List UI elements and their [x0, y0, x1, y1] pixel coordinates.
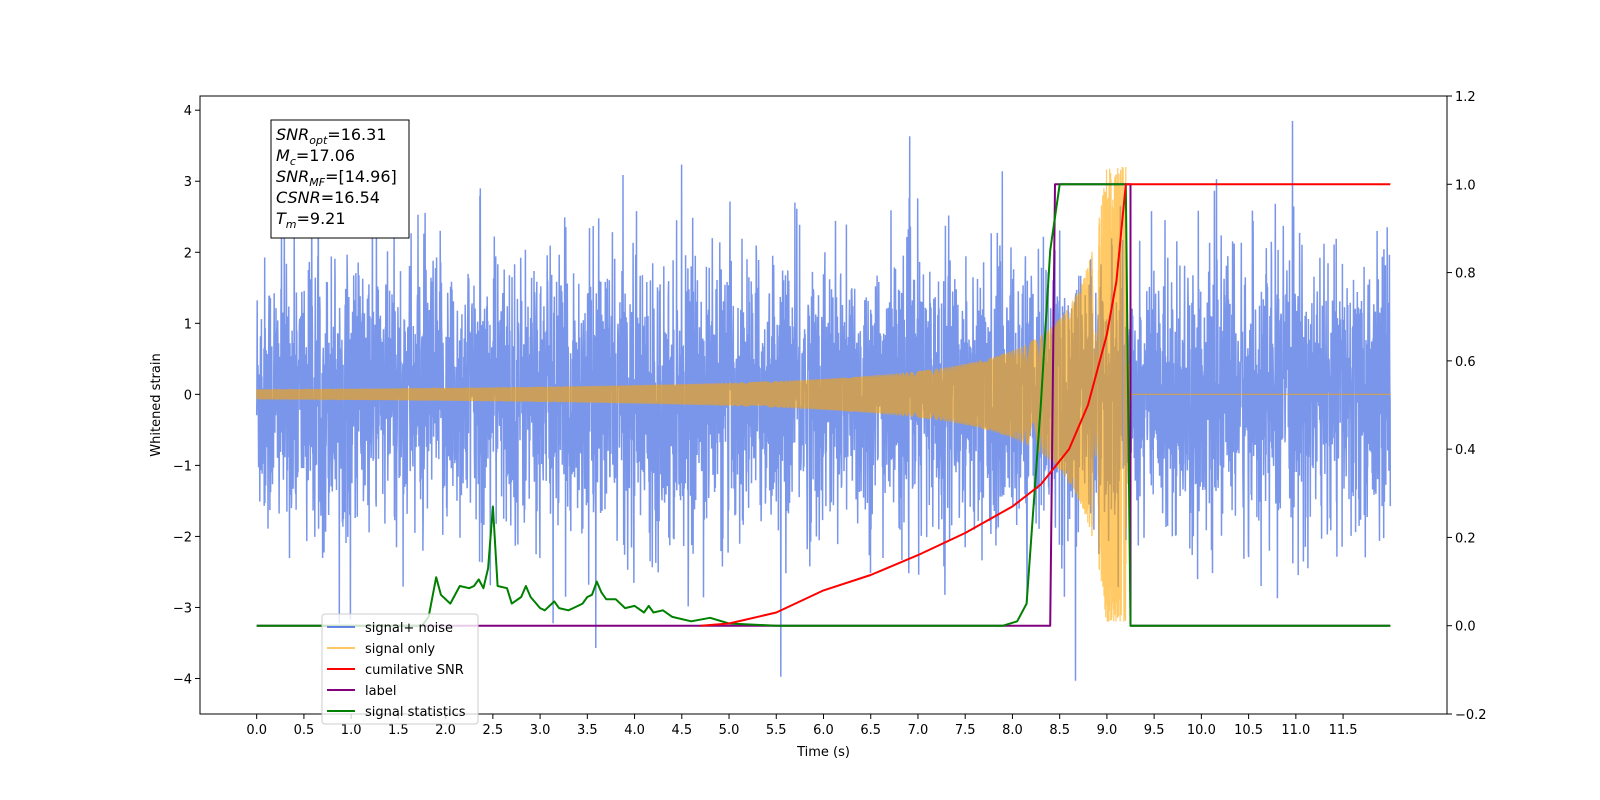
series-cumilative-SNR-line [700, 183, 1391, 627]
y-left-tick-label: −2 [173, 530, 192, 545]
legend-entry: signal statistics [365, 705, 466, 720]
x-tick-label: 10.0 [1187, 723, 1216, 738]
y-right-tick-label: −0.2 [1455, 708, 1487, 723]
y-right-tick-label: 0.0 [1455, 620, 1476, 635]
legend-box [321, 613, 479, 725]
y-left-tick-label: 1 [184, 317, 192, 332]
x-tick-label: 4.5 [671, 723, 692, 738]
x-tick-label: 10.5 [1234, 723, 1263, 738]
y-left-tick-label: −4 [173, 672, 192, 687]
y-left-tick-label: −3 [173, 601, 192, 616]
legend-entry: label [365, 684, 396, 699]
y-right-tick-label: 0.8 [1455, 267, 1476, 282]
y-right-tick-label: 0.2 [1455, 531, 1476, 546]
series-signal-only-line [256, 167, 1391, 622]
x-tick-label: 8.0 [1002, 723, 1023, 738]
x-tick-label: 0.0 [246, 723, 267, 738]
legend-entry: signal only [365, 642, 435, 657]
x-tick-label: 6.0 [813, 723, 834, 738]
x-tick-label: 11.5 [1329, 723, 1358, 738]
x-tick-label: 9.5 [1144, 723, 1165, 738]
x-tick-label: 3.5 [577, 723, 598, 738]
annotation-box [270, 119, 410, 239]
legend-entry: signal+ noise [365, 621, 453, 636]
y-right-tick-label: 1.0 [1455, 178, 1476, 193]
annotation-line: CSNR=16.54 [276, 188, 380, 207]
x-tick-label: 2.5 [483, 723, 504, 738]
y-left-tick-label: 0 [184, 388, 192, 403]
x-tick-label: 3.0 [530, 723, 551, 738]
annotation-line: Tm=9.21 [276, 209, 346, 231]
y-left-tick-label: 4 [184, 104, 192, 119]
y-right-tick-label: 1.2 [1455, 90, 1476, 105]
annotation-line: Mc=17.06 [276, 146, 355, 168]
y-left-tick-label: −1 [173, 459, 192, 474]
x-tick-label: 9.0 [1097, 723, 1118, 738]
annotation-line: SNRopt=16.31 [276, 125, 387, 147]
x-tick-label: 1.5 [388, 723, 409, 738]
y-left-tick-label: 3 [184, 175, 192, 190]
series-signal-statistics-line [256, 183, 1391, 627]
x-tick-label: 5.5 [766, 723, 787, 738]
x-tick-label: 2.0 [435, 723, 456, 738]
x-tick-label: 5.0 [719, 723, 740, 738]
series-signal-noise-line [255, 120, 1392, 681]
legend-entry: cumilative SNR [365, 663, 464, 678]
x-tick-label: 11.0 [1281, 723, 1310, 738]
x-tick-label: 8.5 [1049, 723, 1070, 738]
y-right-tick-label: 0.4 [1455, 443, 1476, 458]
x-tick-label: 7.0 [908, 723, 929, 738]
y-left-tick-label: 2 [184, 246, 192, 261]
x-tick-label: 6.5 [860, 723, 881, 738]
x-tick-label: 1.0 [341, 723, 362, 738]
x-tick-label: 7.5 [955, 723, 976, 738]
x-tick-label: 0.5 [294, 723, 315, 738]
y-axis-label: Whitened strain [149, 353, 164, 456]
y-right-tick-label: 0.6 [1455, 355, 1476, 370]
annotation-line: SNRMF=[14.96] [276, 167, 397, 189]
x-tick-label: 4.0 [624, 723, 645, 738]
x-axis-label: Time (s) [796, 745, 850, 760]
